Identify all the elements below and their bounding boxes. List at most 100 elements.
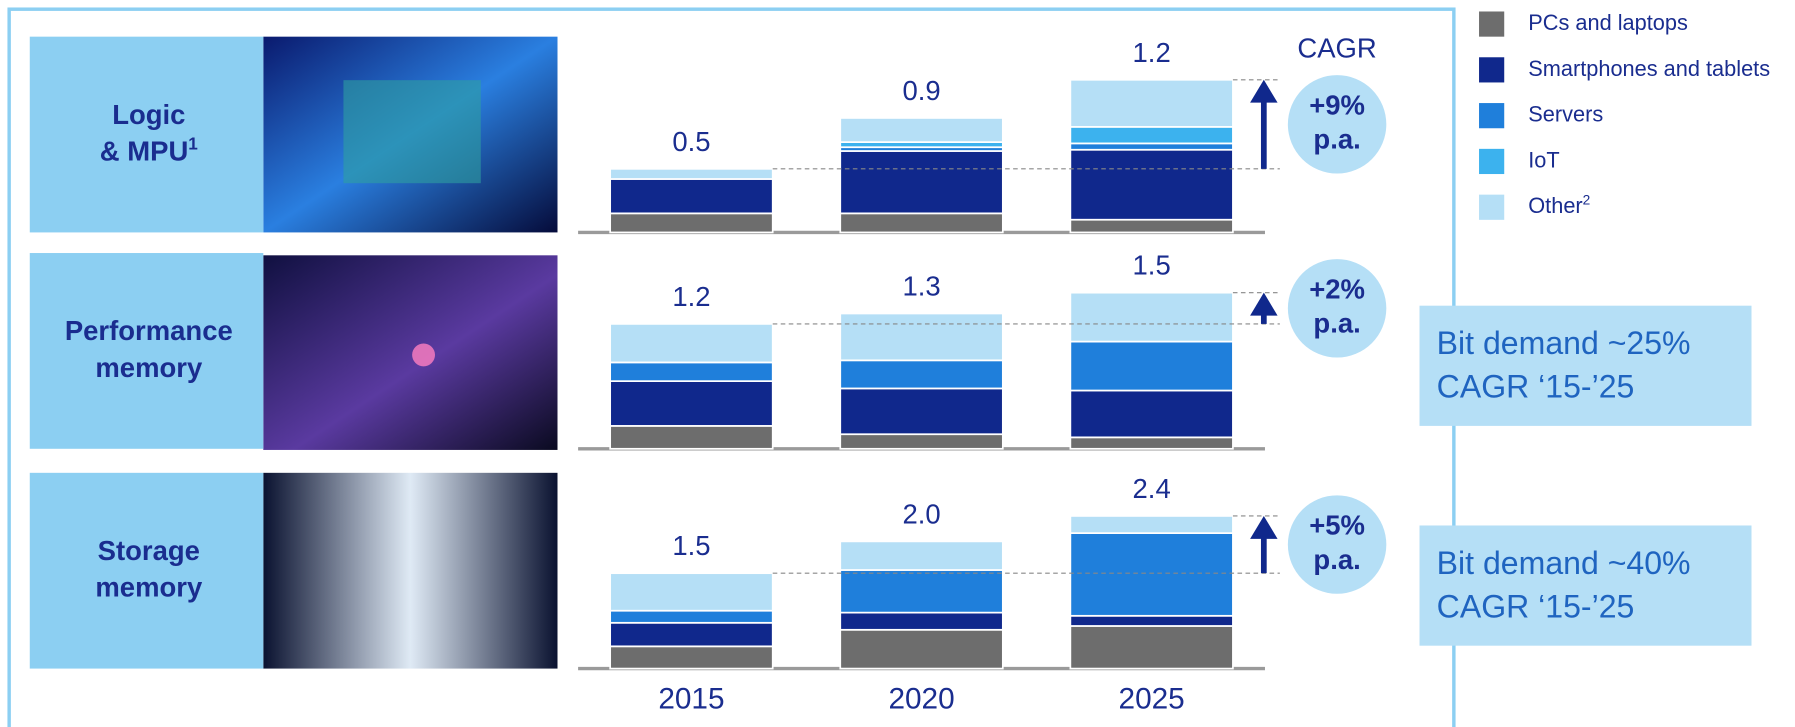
side-note-box <box>1419 305 1752 426</box>
legend-name: Smartphones and tablets <box>1528 56 1770 81</box>
bar-segment <box>1069 291 1234 343</box>
cagr-label: p.a. <box>1313 544 1360 575</box>
total-label: 0.9 <box>902 75 940 106</box>
side-note: Bit demand ~25% <box>1437 325 1691 361</box>
cagr-label: +2% <box>1309 273 1365 304</box>
panel-label-box <box>29 253 264 449</box>
bar-segment <box>1069 614 1234 627</box>
bar-segment <box>839 359 1004 390</box>
x-tick-label: 2020 <box>888 682 954 715</box>
cagr-badge <box>1287 495 1387 594</box>
panel-title: memory <box>95 572 203 603</box>
bar-segment <box>609 425 774 450</box>
bar-segment <box>1069 340 1234 392</box>
bar-segment <box>1069 78 1234 128</box>
bar-segment <box>839 433 1004 450</box>
panel-title-line: & MPU <box>100 136 189 167</box>
bar-segment <box>609 178 774 215</box>
panel-title: Performance <box>65 315 233 346</box>
storage-image <box>263 472 558 669</box>
panel-title-line: Logic <box>112 99 185 130</box>
cagr-badge <box>1287 75 1387 174</box>
legend-swatch <box>1479 194 1505 220</box>
legend-name: PCs and laptops <box>1528 10 1688 35</box>
bar-segment <box>1069 125 1234 145</box>
bar-segment <box>839 312 1004 362</box>
bar-segment <box>609 323 774 364</box>
bar-segment <box>839 540 1004 571</box>
legend-entry: Smartphones and tablets <box>1528 56 1770 81</box>
cagr-arrow-head <box>1250 515 1278 539</box>
cagr-label: p.a. <box>1313 308 1360 339</box>
bar-segment <box>839 117 1004 143</box>
bar-segment <box>1069 625 1234 670</box>
x-tick-label: 2025 <box>1119 682 1185 715</box>
panel-title: Logic <box>112 99 185 130</box>
bar-segment <box>839 611 1004 631</box>
total-label: 2.0 <box>902 498 940 529</box>
cagr-header: CAGR <box>1297 33 1376 64</box>
bar-segment <box>839 628 1004 670</box>
bar-segment <box>609 645 774 670</box>
side-note: Bit demand ~40% <box>1437 545 1691 581</box>
bar-segment <box>1069 148 1234 221</box>
bar-segment <box>1069 389 1234 439</box>
legend-entry: IoT <box>1528 147 1559 172</box>
bar-segment <box>609 572 774 612</box>
total-label: 1.2 <box>1133 37 1171 68</box>
bar-segment <box>1069 532 1234 617</box>
footnote-mark: 1 <box>188 133 198 153</box>
legend-swatch <box>1479 103 1505 129</box>
bar-segment <box>609 621 774 648</box>
bar-segment <box>609 212 774 234</box>
legend-entry: Servers <box>1528 101 1603 126</box>
bar-segment <box>839 150 1004 215</box>
panel-label-box <box>29 472 264 669</box>
bar-segment <box>1069 142 1234 151</box>
total-label: 1.2 <box>672 281 710 312</box>
panel-title: memory <box>95 352 203 383</box>
panel-title-line: memory <box>95 352 203 383</box>
bar-segment <box>839 569 1004 614</box>
total-label: 0.5 <box>672 126 710 157</box>
legend-swatch <box>1479 57 1505 83</box>
panel-title-line: Performance <box>65 315 233 346</box>
panel-title-line: memory <box>95 572 203 603</box>
bar-segment <box>1069 515 1234 534</box>
legend-swatch <box>1479 148 1505 175</box>
total-label: 2.4 <box>1133 473 1171 504</box>
panel-title: Storage <box>98 535 200 566</box>
cagr-arrow-head <box>1250 79 1278 103</box>
total-label: 1.5 <box>1133 250 1171 281</box>
bar-segment <box>1069 436 1234 450</box>
bar-segment <box>609 361 774 382</box>
bar-segment <box>609 167 774 180</box>
bar-segment <box>609 380 774 427</box>
memory-image <box>263 255 558 450</box>
side-note: CAGR ‘15-’25 <box>1437 589 1635 625</box>
legend-name: Servers <box>1528 101 1603 126</box>
total-label: 1.3 <box>902 271 940 302</box>
legend-name: Other <box>1528 193 1582 218</box>
bar-segment <box>839 212 1004 234</box>
cagr-arrow-head <box>1250 292 1278 316</box>
panel-label-box <box>29 36 264 233</box>
legend-swatch <box>1479 11 1505 37</box>
panel-title: & MPU1 <box>100 133 199 167</box>
cagr-label: p.a. <box>1313 124 1360 155</box>
cagr-label: +9% <box>1309 89 1365 120</box>
chip-image-detail <box>343 80 481 184</box>
memory-image-detail <box>412 343 436 367</box>
total-label: 1.5 <box>672 530 710 561</box>
bar-segment <box>839 387 1004 436</box>
x-tick-label: 2015 <box>658 682 724 715</box>
side-note-box <box>1419 525 1752 646</box>
bar-segment <box>609 609 774 624</box>
cagr-label: +5% <box>1309 510 1365 541</box>
panel-title-line: Storage <box>98 535 200 566</box>
legend-entry: PCs and laptops <box>1528 10 1688 35</box>
bar-segment <box>1069 218 1234 234</box>
cagr-badge <box>1287 259 1387 358</box>
